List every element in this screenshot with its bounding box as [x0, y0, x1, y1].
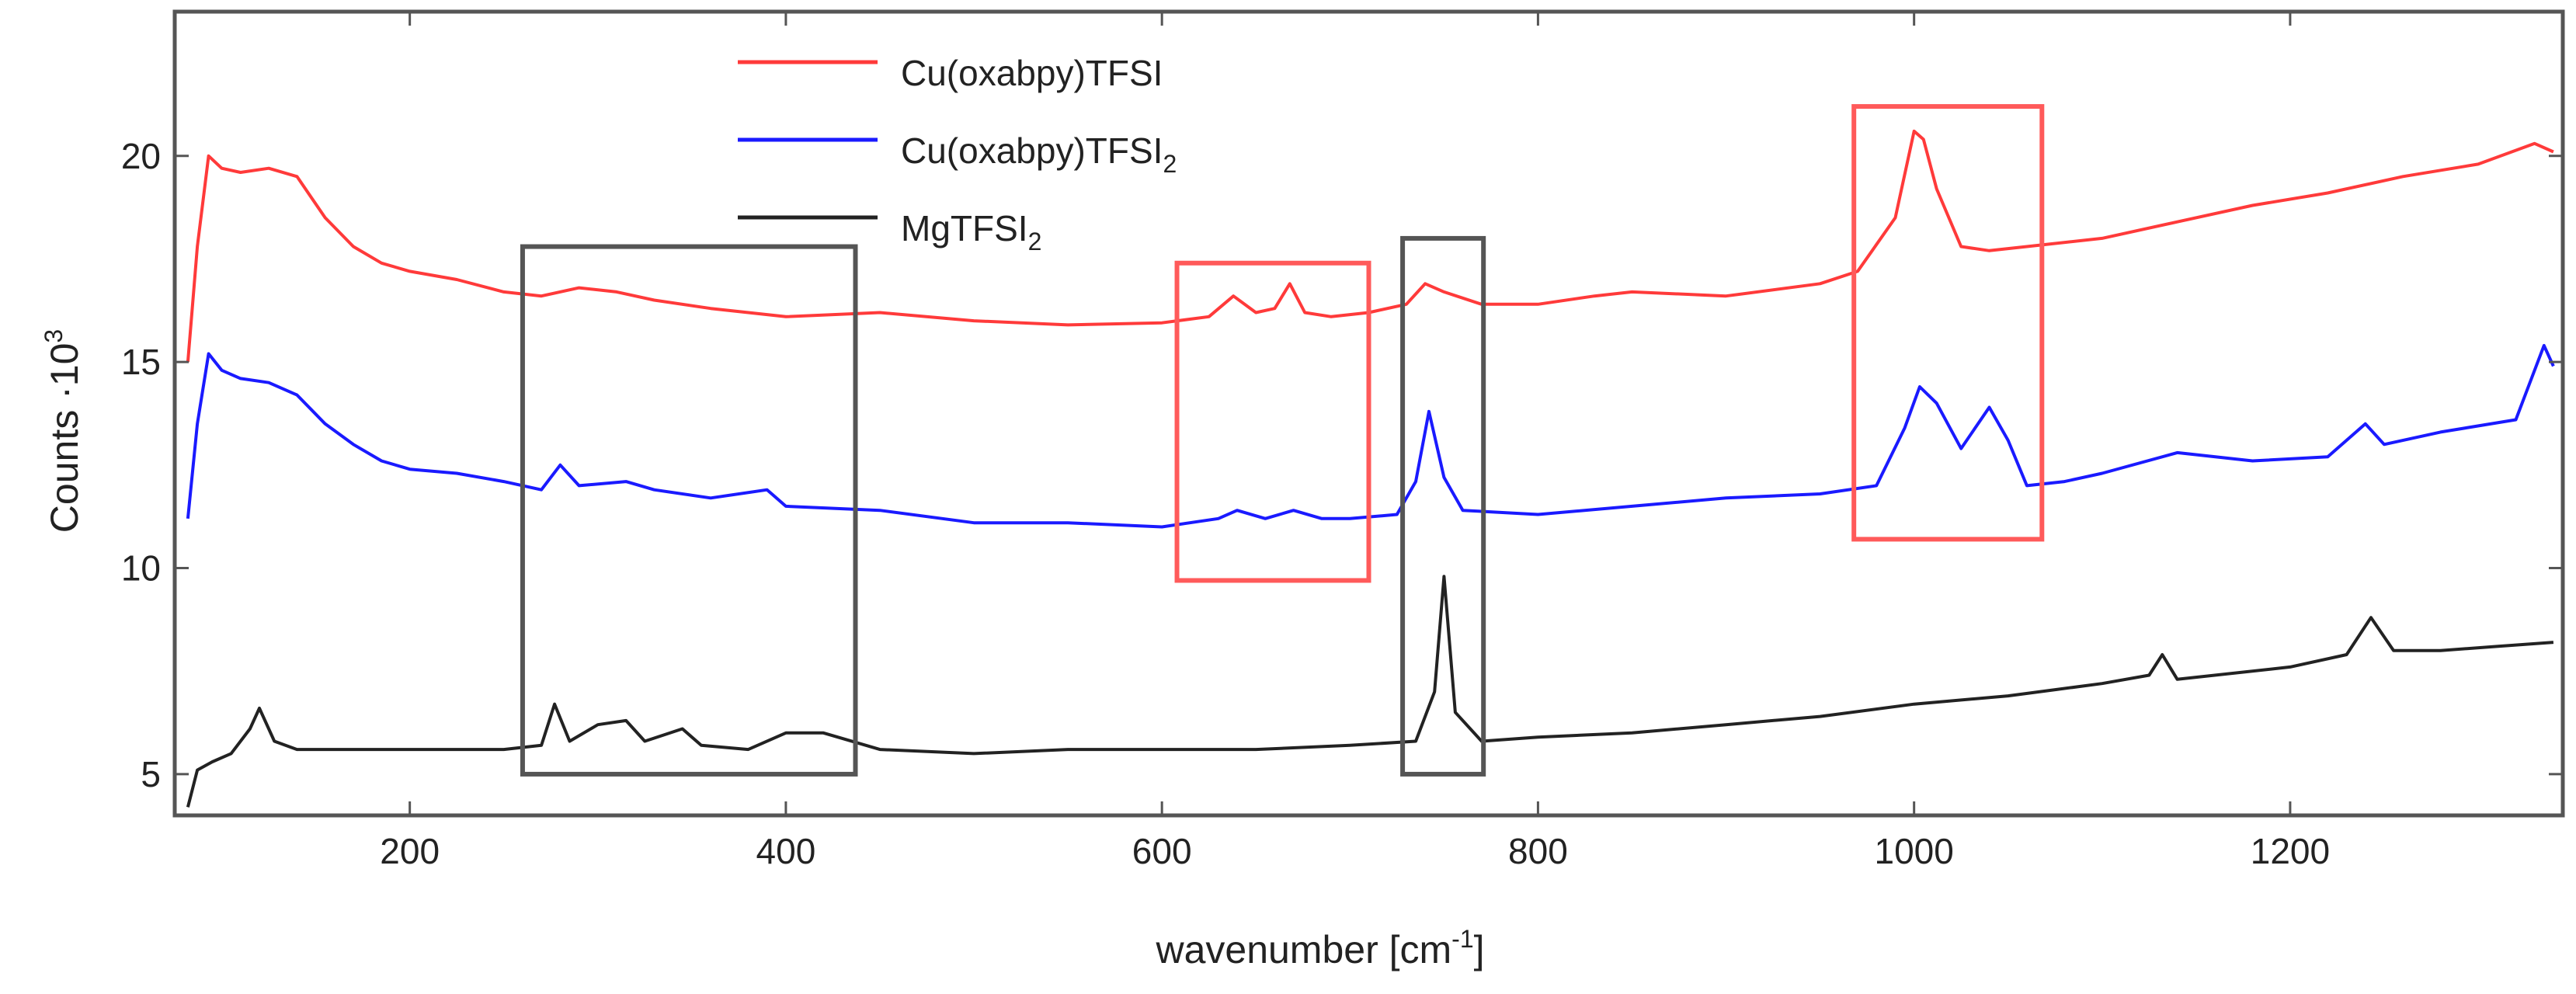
x-tick-label: 400	[756, 831, 816, 871]
highlight-boxes	[520, 104, 2045, 777]
x-tick-label: 800	[1508, 831, 1568, 871]
highlight-box-0	[520, 244, 858, 777]
series-line-0	[186, 129, 2554, 363]
plot-area	[186, 129, 2555, 808]
y-tick-label: 5	[141, 754, 161, 794]
y-tick-label: 10	[121, 548, 161, 589]
highlight-box-3	[1851, 104, 2045, 542]
series-line-2	[186, 575, 2554, 808]
series-line-1	[186, 343, 2555, 529]
x-tick-label: 200	[380, 831, 440, 871]
legend-label-cu-tfsi: Cu(oxabpy)TFSI	[901, 53, 1163, 93]
highlight-box-1	[1174, 260, 1371, 583]
y-tick-label: 15	[121, 342, 161, 382]
axis-ticks: 200 400 600 800 1000 1200 5 10 15 20	[121, 12, 2563, 871]
legend-label-cu-tfsi2: Cu(oxabpy)TFSI2	[901, 130, 1177, 178]
x-tick-label: 1000	[1874, 831, 1953, 871]
x-tick-label: 600	[1132, 831, 1192, 871]
legend-label-mgtfsi2: MgTFSI2	[901, 208, 1041, 255]
x-axis-title: wavenumber [cm-1]	[1155, 925, 1484, 971]
legend: Cu(oxabpy)TFSI Cu(oxabpy)TFSI2 MgTFSI2	[738, 53, 1177, 255]
y-axis-title: Counts ·103	[40, 329, 86, 533]
x-tick-label: 1200	[2251, 831, 2330, 871]
highlight-box-2	[1400, 235, 1486, 777]
y-tick-label: 20	[121, 136, 161, 176]
plot-frame	[172, 9, 2565, 818]
